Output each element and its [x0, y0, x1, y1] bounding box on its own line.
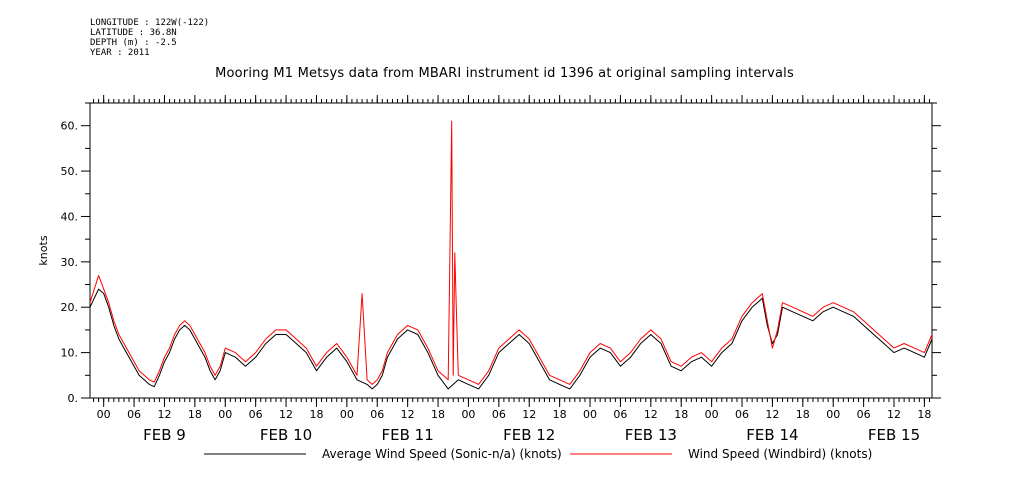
y-tick-label: 60.: [61, 120, 79, 133]
x-tick-label: 12: [765, 408, 779, 421]
x-tick-label: 06: [370, 408, 384, 421]
x-tick-label: 18: [917, 408, 931, 421]
day-label: FEB 9: [143, 426, 186, 444]
series-line-windbird: [89, 120, 933, 385]
x-tick-label: 06: [127, 408, 141, 421]
x-tick-label: 12: [522, 408, 536, 421]
x-tick-label: 06: [249, 408, 263, 421]
series-group: [89, 120, 933, 390]
x-tick-label: 18: [674, 408, 688, 421]
day-label: FEB 14: [746, 426, 798, 444]
x-tick-label: 12: [401, 408, 415, 421]
axis-labels: 00 06 12 18 00 06 12 18 00 06 12 18 00 06 12 18 00 06 12 18…: [37, 120, 931, 444]
x-tick-label: 12: [887, 408, 901, 421]
x-tick-label: 12: [644, 408, 658, 421]
longitude-text: LONGITUDE : 122W(-122): [90, 18, 210, 28]
legend-label-sonic: Average Wind Speed (Sonic-n/a) (knots): [322, 447, 562, 461]
y-tick-label: 50.: [61, 165, 79, 178]
day-label: FEB 13: [625, 426, 677, 444]
latitude-text: LATITUDE : 36.8N: [90, 28, 177, 38]
axis-ticks: [81, 95, 941, 407]
x-tick-label: 06: [735, 408, 749, 421]
x-tick-label: 00: [583, 408, 597, 421]
y-tick-label: 30.: [61, 256, 79, 269]
day-label: FEB 15: [868, 426, 920, 444]
day-label: FEB 11: [382, 426, 434, 444]
x-tick-label: 12: [279, 408, 293, 421]
legend: Average Wind Speed (Sonic-n/a) (knots) Wi…: [204, 447, 872, 461]
x-tick-label: 00: [461, 408, 475, 421]
x-tick-label: 00: [826, 408, 840, 421]
y-axis-label: knots: [37, 235, 50, 265]
x-tick-label: 18: [553, 408, 567, 421]
x-tick-label: 18: [188, 408, 202, 421]
x-tick-label: 00: [218, 408, 232, 421]
legend-label-windbird: Wind Speed (Windbird) (knots): [688, 447, 872, 461]
year-text: YEAR : 2011: [90, 48, 150, 58]
x-tick-label: 06: [857, 408, 871, 421]
day-label: FEB 12: [503, 426, 555, 444]
depth-text: DEPTH (m) : -2.5: [90, 38, 177, 48]
plot-border: [89, 102, 933, 399]
x-tick-label: 12: [157, 408, 171, 421]
plot-frame: [89, 102, 933, 399]
series-line-sonic: [89, 288, 933, 390]
x-tick-label: 00: [340, 408, 354, 421]
y-tick-label: 0.: [68, 392, 79, 405]
chart-title: Mooring M1 Metsys data from MBARI instru…: [215, 66, 794, 81]
day-label: FEB 10: [260, 426, 312, 444]
x-tick-label: 00: [97, 408, 111, 421]
x-tick-label: 06: [613, 408, 627, 421]
x-tick-label: 18: [309, 408, 323, 421]
x-tick-label: 18: [796, 408, 810, 421]
x-tick-label: 06: [492, 408, 506, 421]
metadata-block: LONGITUDE : 122W(-122) LATITUDE : 36.8N …: [90, 18, 209, 58]
y-tick-label: 40.: [61, 210, 79, 223]
y-tick-label: 10.: [61, 347, 79, 360]
x-tick-label: 00: [705, 408, 719, 421]
y-tick-label: 20.: [61, 301, 79, 314]
x-tick-label: 18: [431, 408, 445, 421]
